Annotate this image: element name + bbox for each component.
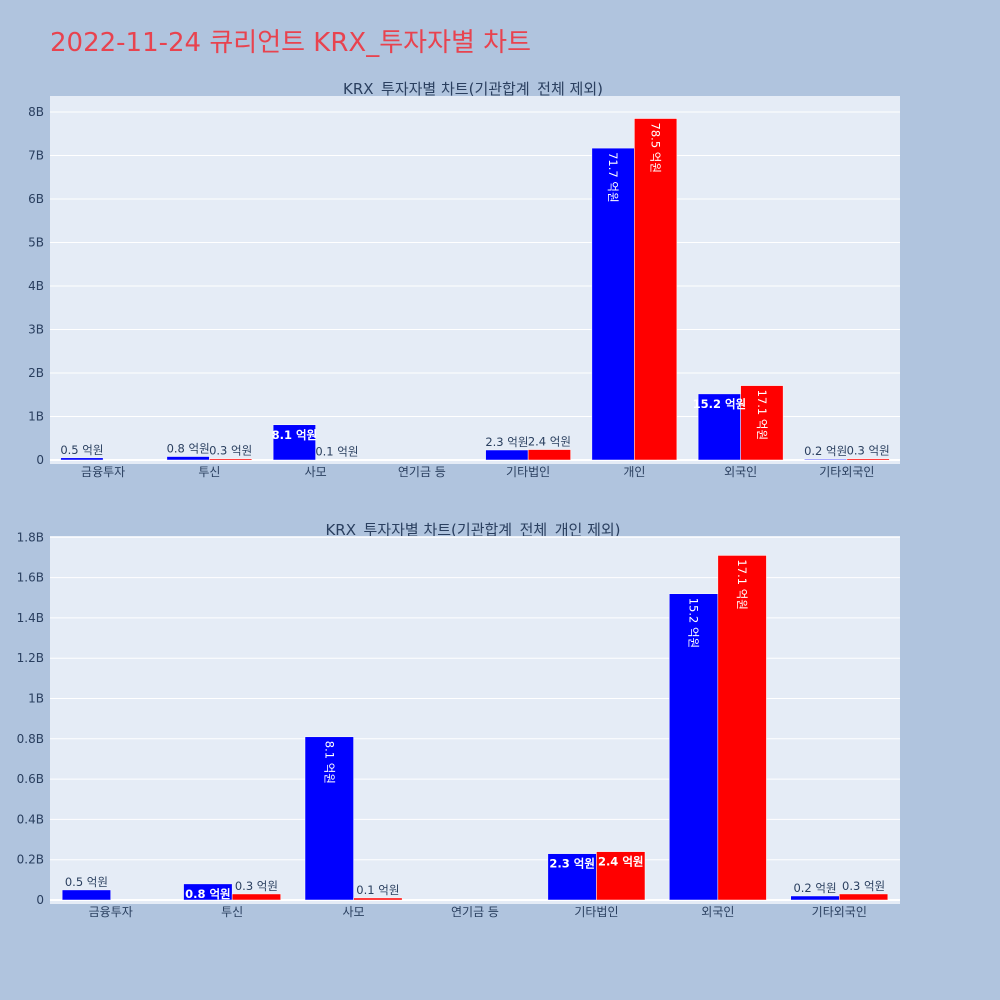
data-label: 0.5 억원: [65, 875, 108, 889]
data-label: 0.5 억원: [60, 443, 103, 457]
y-tick-label: 1.4B: [17, 611, 44, 625]
y-tick-label: 0.8B: [17, 732, 44, 746]
data-label: 2.3 억원: [485, 435, 528, 449]
bar: [717, 555, 767, 901]
x-tick-label: 외국인: [724, 465, 757, 479]
y-tick-label: 3B: [28, 323, 44, 337]
data-label: 0.1 억원: [315, 445, 358, 459]
y-tick-label: 1B: [28, 692, 44, 706]
y-tick-label: 1.2B: [17, 651, 44, 665]
data-label: 17.1 억원: [755, 390, 769, 440]
data-label: 0.3 억원: [209, 444, 252, 458]
bar: [209, 458, 253, 461]
plot-area: [50, 536, 900, 904]
data-label: 71.7 억원: [606, 152, 620, 202]
y-tick-label: 6B: [28, 192, 44, 206]
bar: [272, 424, 316, 461]
data-label: 2.4 억원: [598, 855, 644, 869]
bar: [304, 736, 354, 901]
bar: [697, 393, 741, 461]
bar: [183, 883, 233, 901]
data-label: 78.5 억원: [649, 123, 663, 173]
bar: [804, 458, 848, 461]
y-tick-label: 1.8B: [17, 530, 44, 544]
page-title: 2022-11-24 큐리언트 KRX_투자자별 차트: [50, 28, 532, 58]
x-tick-label: 투신: [198, 465, 220, 479]
bar: [596, 851, 646, 901]
y-tick-label: 0.2B: [17, 853, 44, 867]
y-tick-label: 0.6B: [17, 772, 44, 786]
bars: [60, 118, 890, 461]
y-tick-label: 5B: [28, 236, 44, 250]
data-label: 2.4 억원: [528, 435, 571, 449]
bar: [231, 893, 281, 901]
y-tick-label: 0: [36, 453, 44, 467]
x-tick-label: 금융투자: [89, 905, 133, 919]
chart-title: KRX_투자자별 차트(기관합계_전체 제외): [343, 80, 603, 99]
bar: [740, 385, 784, 461]
x-tick-label: 금융투자: [81, 465, 125, 479]
x-axis: 금융투자 투신 사모 연기금 등 기타법인 개인 외국인 기타외국인: [81, 465, 874, 479]
data-label: 15.2 억원: [687, 598, 701, 648]
bar: [61, 889, 111, 901]
data-label: 8.1 억원: [272, 428, 318, 442]
data-label: 15.2 억원: [693, 397, 747, 411]
data-label: 17.1 억원: [735, 559, 749, 609]
data-label: 0.3 억원: [842, 879, 885, 893]
chart-investor-all: KRX_투자자별 차트(기관합계_전체 제외) 0.5 억원 0.8 억원 8.1 …: [28, 80, 900, 479]
y-tick-label: 8B: [28, 105, 44, 119]
x-tick-label: 기타외국인: [812, 905, 867, 919]
bar: [353, 897, 403, 901]
data-labels: 0.5 억원 0.8 억원 8.1 억원 2.3 억원 71.7 억원 15.2 억원 0.…: [60, 123, 889, 459]
x-tick-label: 외국인: [701, 905, 734, 919]
x-tick-label: 사모: [343, 905, 365, 919]
data-label: 0.1 억원: [356, 883, 399, 897]
y-tick-label: 2B: [28, 366, 44, 380]
bar: [669, 593, 719, 901]
bar: [846, 458, 890, 461]
y-tick-label: 0: [36, 893, 44, 907]
bar: [591, 147, 635, 461]
data-label: 0.3 억원: [847, 444, 890, 458]
x-tick-label: 기타법인: [506, 465, 550, 479]
x-tick-label: 연기금 등: [398, 465, 446, 479]
data-labels: 0.5 억원 0.8 억원 8.1 억원 2.3 억원 15.2 억원 0.2 억원 0.3…: [65, 559, 885, 900]
y-tick-label: 1.6B: [17, 571, 44, 585]
bar: [166, 456, 210, 461]
bar: [60, 457, 104, 461]
bar: [634, 118, 678, 461]
y-tick-label: 0.4B: [17, 812, 44, 826]
data-label: 0.2 억원: [804, 444, 847, 458]
bar: [839, 893, 889, 901]
bar: [790, 895, 840, 901]
data-label: 8.1 억원: [322, 741, 336, 784]
data-label: 2.3 억원: [549, 857, 595, 871]
x-tick-label: 기타외국인: [819, 465, 874, 479]
data-label: 0.8 억원: [167, 442, 210, 456]
bar: [485, 449, 529, 461]
y-axis: 0 1B 2B 3B 4B 5B 6B 7B 8B: [28, 105, 44, 467]
bar: [527, 449, 571, 461]
y-tick-label: 1B: [28, 410, 44, 424]
bars: [61, 555, 889, 901]
x-tick-label: 연기금 등: [451, 905, 499, 919]
data-label: 0.3 억원: [235, 879, 278, 893]
y-tick-label: 4B: [28, 279, 44, 293]
x-tick-label: 기타법인: [574, 905, 618, 919]
x-axis: 금융투자 투신 사모 연기금 등 기타법인 외국인 기타외국인: [89, 905, 867, 919]
x-tick-label: 사모: [305, 465, 327, 479]
y-tick-label: 7B: [28, 149, 44, 163]
y-axis: 0 0.2B 0.4B 0.6B 0.8B 1B 1.2B 1.4B 1.6B 1.8B: [17, 530, 44, 907]
chart-title: KRX_투자자별 차트(기관합계_전체_개인 제외): [325, 521, 620, 540]
data-label: 0.8 억원: [185, 887, 231, 901]
bar: [547, 853, 597, 901]
data-label: 0.2 억원: [793, 881, 836, 895]
x-tick-label: 투신: [221, 905, 243, 919]
chart-investor-excl-individual: KRX_투자자별 차트(기관합계_전체_개인 제외) 0.5 억원 0.8 억원 8…: [17, 521, 900, 919]
x-tick-label: 개인: [623, 465, 645, 479]
